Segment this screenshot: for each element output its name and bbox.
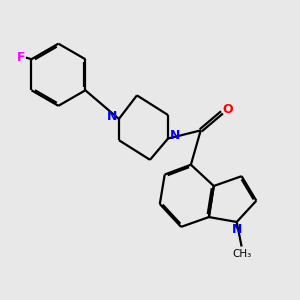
Text: N: N — [232, 223, 242, 236]
Text: F: F — [17, 51, 25, 64]
Text: N: N — [170, 129, 180, 142]
Text: N: N — [106, 110, 117, 123]
Text: O: O — [222, 103, 233, 116]
Text: CH₃: CH₃ — [232, 249, 251, 259]
